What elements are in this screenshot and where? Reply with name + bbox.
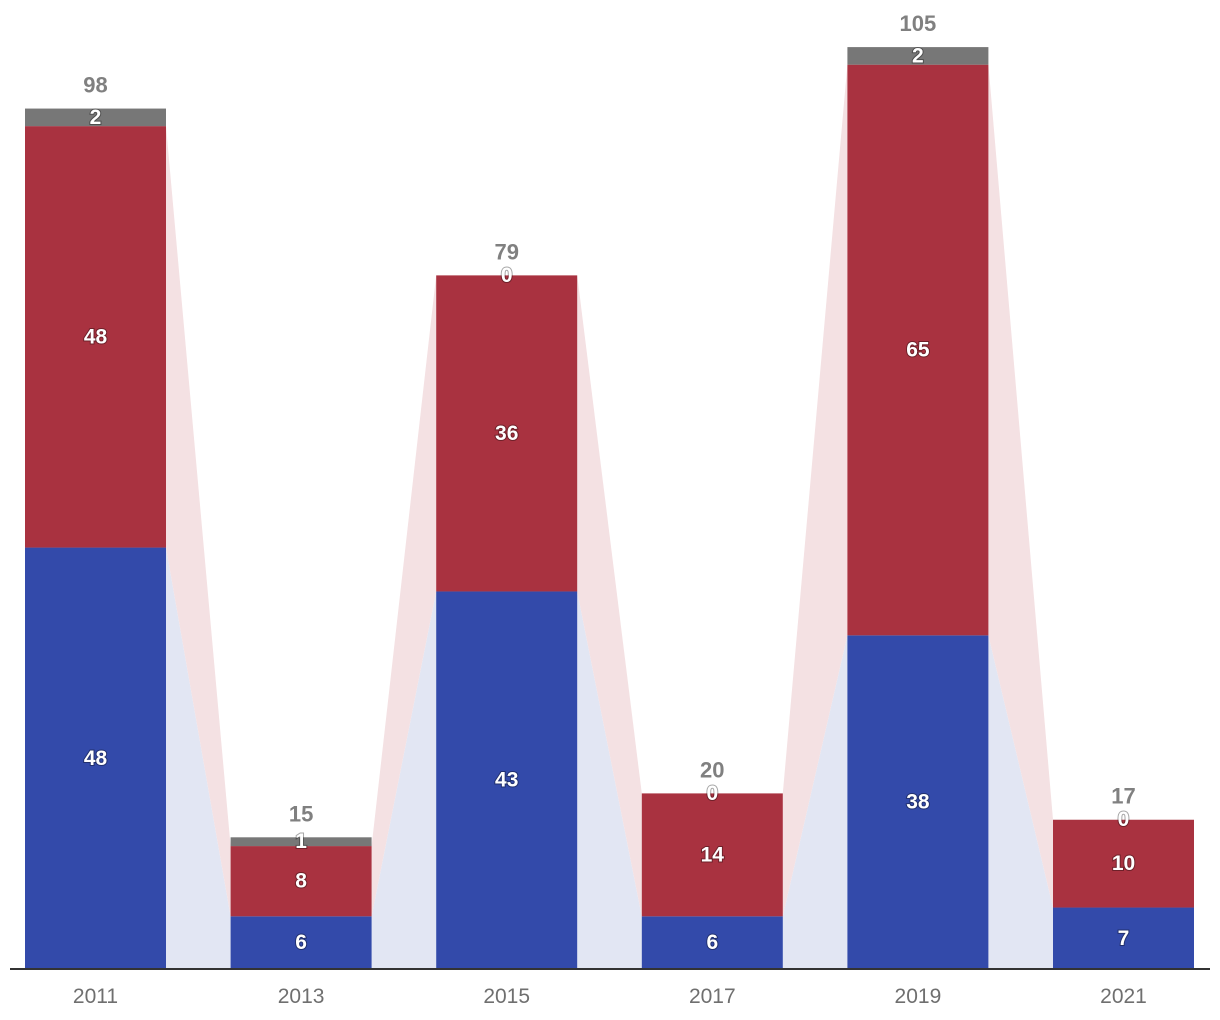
total-label-2011: 98 <box>83 73 107 98</box>
segment-label-2019-s1: 38 <box>906 791 930 814</box>
segment-label-2015-s2: 36 <box>495 422 518 445</box>
segment-labels: 48 48 2 6 8 1 43 36 0 6 14 0 38 65 2 7 10 0 <box>83 43 1136 955</box>
bar-2015-s1 <box>436 591 578 969</box>
segment-label-2017-s2: 14 <box>701 843 725 866</box>
bar-2021-s2 <box>1053 819 1194 908</box>
connector-band-2015-2017-s2 <box>577 275 642 917</box>
x-tick-label-2015: 2015 <box>483 985 530 1008</box>
bar-2013-s2 <box>230 846 372 917</box>
connector-bands <box>166 64 1053 969</box>
total-label-2017: 20 <box>700 757 724 782</box>
segment-label-2019-s3: 2 <box>912 44 924 67</box>
bar-2013-s3 <box>230 837 372 847</box>
bar-2019-s2 <box>847 64 989 636</box>
connector-band-2017-2019-s1 <box>782 635 848 969</box>
x-tick-label-2013: 2013 <box>278 985 325 1008</box>
segment-label-2015-s3: 0 <box>501 264 513 287</box>
connector-band-2011-2013-s1 <box>166 547 231 969</box>
connector-band-2019-2021-s2 <box>988 64 1053 908</box>
segment-label-2013-s2: 8 <box>295 870 307 893</box>
segment-label-2017-s3: 0 <box>706 782 718 805</box>
segment-label-2015-s1: 43 <box>495 769 518 792</box>
x-tick-label-2021: 2021 <box>1100 985 1147 1008</box>
bar-segments <box>25 47 1194 969</box>
bar-2017-s2 <box>641 793 783 917</box>
bar-2019-s3 <box>847 47 989 65</box>
connector-band-2015-2017-s1 <box>577 591 642 969</box>
segment-label-2017-s1: 6 <box>706 931 718 954</box>
segment-label-2021-s2: 10 <box>1112 852 1135 875</box>
segment-label-2011-s2: 48 <box>84 325 108 348</box>
connector-band-2013-2015-s2 <box>371 275 437 917</box>
bar-2013-s1 <box>230 916 372 969</box>
bar-2011-s3 <box>25 108 166 127</box>
total-label-2015: 79 <box>494 239 518 264</box>
segment-label-2011-s3: 2 <box>90 106 102 129</box>
bar-2015-s2 <box>436 275 578 592</box>
total-label-2019: 105 <box>900 11 937 36</box>
connector-band-2013-2015-s1 <box>371 591 437 969</box>
connector-band-2019-2021-s1 <box>988 635 1053 969</box>
x-axis-tick-labels: 2011 2013 2015 2017 2019 2021 <box>73 985 1147 1008</box>
bar-2021-s1 <box>1053 907 1194 969</box>
bar-2019-s1 <box>847 635 989 969</box>
bar-2011-s1 <box>25 547 166 969</box>
total-label-2021: 17 <box>1111 784 1135 809</box>
connector-band-2017-2019-s2 <box>782 64 848 917</box>
connector-band-2011-2013-s2 <box>166 126 231 917</box>
segment-label-2011-s1: 48 <box>84 747 108 770</box>
segment-label-2021-s3: 0 <box>1118 808 1130 831</box>
segment-label-2021-s1: 7 <box>1118 927 1130 950</box>
bar-2017-s1 <box>641 916 783 969</box>
x-tick-label-2017: 2017 <box>689 985 736 1008</box>
segment-label-2013-s3: 1 <box>295 830 307 853</box>
segment-label-2019-s2: 65 <box>906 339 930 362</box>
total-label-2013: 15 <box>289 801 313 826</box>
x-tick-label-2019: 2019 <box>895 985 942 1008</box>
segment-label-2013-s1: 6 <box>295 931 307 954</box>
bar-2011-s2 <box>25 126 166 548</box>
x-tick-label-2011: 2011 <box>73 985 118 1008</box>
